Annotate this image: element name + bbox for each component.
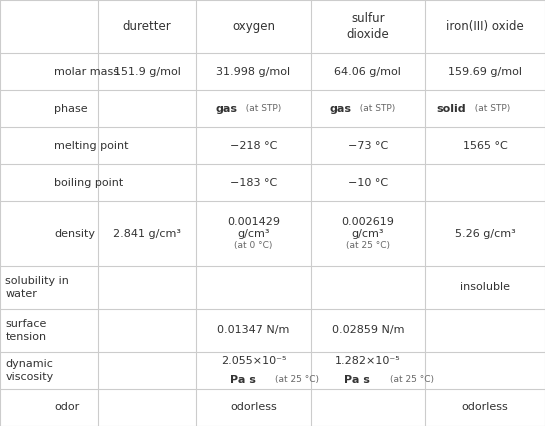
Text: boiling point: boiling point xyxy=(54,178,124,188)
Text: solid: solid xyxy=(437,104,466,114)
Text: 159.69 g/mol: 159.69 g/mol xyxy=(448,67,522,77)
Text: density: density xyxy=(54,229,95,239)
Text: 5.26 g/cm³: 5.26 g/cm³ xyxy=(455,229,516,239)
Text: 31.998 g/mol: 31.998 g/mol xyxy=(216,67,290,77)
Text: duretter: duretter xyxy=(123,20,172,33)
Text: gas: gas xyxy=(215,104,237,114)
Text: (at STP): (at STP) xyxy=(469,104,510,113)
Text: oxygen: oxygen xyxy=(232,20,275,33)
Text: 0.02859 N/m: 0.02859 N/m xyxy=(331,325,404,336)
Text: dynamic
viscosity: dynamic viscosity xyxy=(5,359,54,382)
Text: −218 °C: −218 °C xyxy=(230,141,277,151)
Text: g/cm³: g/cm³ xyxy=(352,229,384,239)
Text: Pa s: Pa s xyxy=(229,375,256,385)
Text: surface
tension: surface tension xyxy=(5,319,47,342)
Text: 0.001429: 0.001429 xyxy=(227,217,280,227)
Text: odorless: odorless xyxy=(462,403,508,412)
Text: insoluble: insoluble xyxy=(460,282,510,293)
Text: 2.055×10⁻⁵: 2.055×10⁻⁵ xyxy=(221,356,286,366)
Text: (at 25 °C): (at 25 °C) xyxy=(346,241,390,250)
Text: −10 °C: −10 °C xyxy=(348,178,388,188)
Text: g/cm³: g/cm³ xyxy=(237,229,270,239)
Text: iron(III) oxide: iron(III) oxide xyxy=(446,20,524,33)
Text: odor: odor xyxy=(54,403,80,412)
Text: sulfur
dioxide: sulfur dioxide xyxy=(347,12,389,41)
Text: (at 0 °C): (at 0 °C) xyxy=(234,241,272,250)
Text: odorless: odorless xyxy=(230,403,277,412)
Text: 1.282×10⁻⁵: 1.282×10⁻⁵ xyxy=(335,356,401,366)
Text: (at 25 °C): (at 25 °C) xyxy=(390,375,434,384)
Text: melting point: melting point xyxy=(54,141,129,151)
Text: gas: gas xyxy=(330,104,352,114)
Text: (at STP): (at STP) xyxy=(240,104,281,113)
Text: 64.06 g/mol: 64.06 g/mol xyxy=(335,67,401,77)
Text: Pa s: Pa s xyxy=(344,375,370,385)
Text: 151.9 g/mol: 151.9 g/mol xyxy=(114,67,180,77)
Text: (at STP): (at STP) xyxy=(354,104,396,113)
Text: 0.002619: 0.002619 xyxy=(341,217,395,227)
Text: solubility in
water: solubility in water xyxy=(5,276,69,299)
Text: −183 °C: −183 °C xyxy=(230,178,277,188)
Text: (at 25 °C): (at 25 °C) xyxy=(275,375,319,384)
Text: 2.841 g/cm³: 2.841 g/cm³ xyxy=(113,229,181,239)
Text: phase: phase xyxy=(54,104,88,114)
Text: 1565 °C: 1565 °C xyxy=(463,141,507,151)
Text: −73 °C: −73 °C xyxy=(348,141,388,151)
Text: 0.01347 N/m: 0.01347 N/m xyxy=(217,325,289,336)
Text: molar mass: molar mass xyxy=(54,67,119,77)
